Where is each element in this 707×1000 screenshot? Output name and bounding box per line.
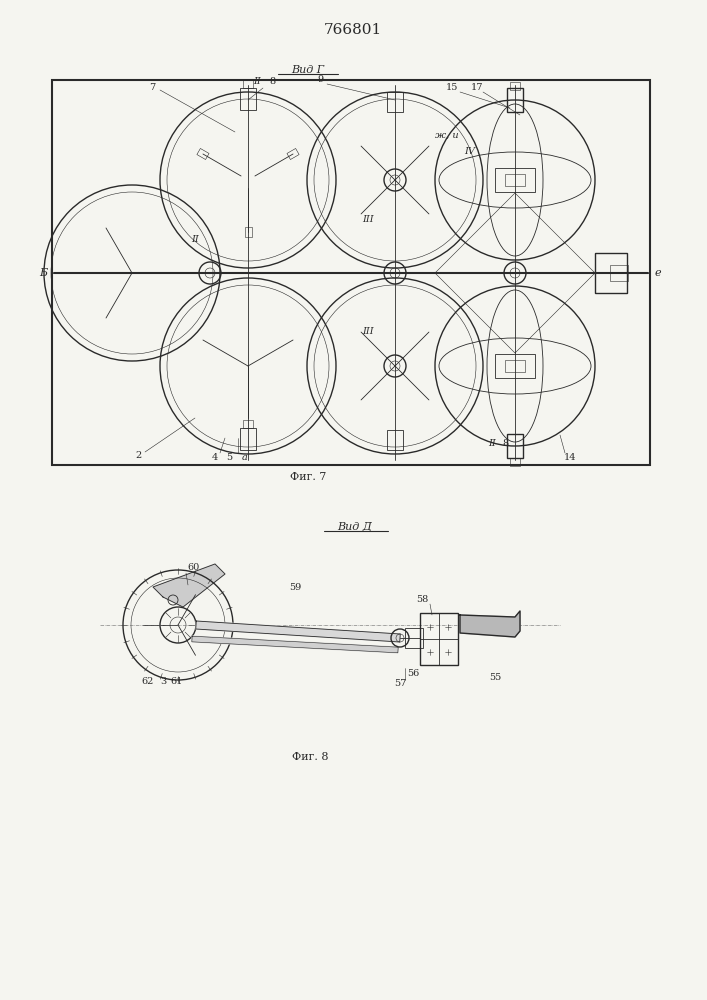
Bar xyxy=(52,80,650,465)
Bar xyxy=(243,420,253,428)
Text: 61: 61 xyxy=(171,678,183,686)
Text: 2: 2 xyxy=(135,452,141,460)
Text: 9: 9 xyxy=(317,76,323,85)
Bar xyxy=(507,88,523,112)
Bar xyxy=(505,360,525,372)
Bar xyxy=(387,430,403,450)
Bar xyxy=(505,174,525,186)
Bar xyxy=(245,227,252,237)
Polygon shape xyxy=(460,611,520,637)
Polygon shape xyxy=(153,564,225,607)
Bar xyxy=(510,82,520,90)
Text: 59: 59 xyxy=(289,582,301,591)
Bar xyxy=(387,92,403,112)
Text: ж, и: ж, и xyxy=(436,130,459,139)
Text: 62: 62 xyxy=(142,678,154,686)
Bar xyxy=(507,434,523,458)
Bar xyxy=(610,265,628,281)
Bar xyxy=(420,613,458,665)
Text: II: II xyxy=(191,235,199,244)
Polygon shape xyxy=(196,621,400,642)
Text: а: а xyxy=(242,452,248,462)
Text: 58: 58 xyxy=(416,595,428,604)
Text: 57: 57 xyxy=(394,680,407,688)
Text: IV: IV xyxy=(464,147,475,156)
Bar xyxy=(495,168,535,192)
Text: Фиг. 7: Фиг. 7 xyxy=(290,472,326,482)
Text: 7: 7 xyxy=(149,83,155,92)
Text: III: III xyxy=(362,216,374,225)
Text: 4: 4 xyxy=(212,452,218,462)
Bar xyxy=(240,428,256,450)
Text: Вид Д: Вид Д xyxy=(338,522,373,532)
Bar xyxy=(240,88,256,110)
Bar xyxy=(510,458,520,466)
Text: 8: 8 xyxy=(269,78,275,87)
Bar xyxy=(495,354,535,378)
Bar xyxy=(243,80,253,88)
Text: Фиг. 8: Фиг. 8 xyxy=(292,752,328,762)
Text: II: II xyxy=(488,438,496,448)
Text: е: е xyxy=(655,268,661,278)
Text: III: III xyxy=(362,328,374,336)
Text: 8: 8 xyxy=(502,438,508,448)
Text: 5: 5 xyxy=(226,452,232,462)
Text: 17: 17 xyxy=(471,84,484,93)
Text: 56: 56 xyxy=(407,670,419,678)
Text: 14: 14 xyxy=(563,452,576,462)
Bar xyxy=(197,148,209,160)
Text: 766801: 766801 xyxy=(324,23,382,37)
Bar xyxy=(405,628,423,648)
Text: 55: 55 xyxy=(489,672,501,682)
Text: Б: Б xyxy=(39,268,47,278)
Text: II: II xyxy=(253,78,261,87)
Text: Вид Г: Вид Г xyxy=(291,65,325,75)
Bar xyxy=(287,148,299,160)
Text: 3: 3 xyxy=(160,678,166,686)
Text: 60: 60 xyxy=(187,564,199,572)
Bar xyxy=(595,253,627,293)
Text: 15: 15 xyxy=(446,84,458,93)
Polygon shape xyxy=(192,636,398,653)
